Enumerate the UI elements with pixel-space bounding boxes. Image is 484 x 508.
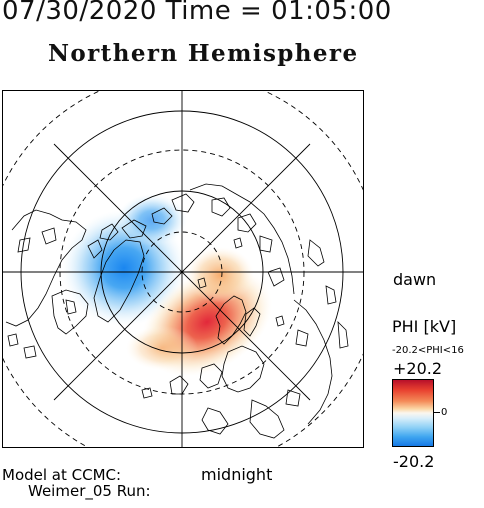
potential-positive-cell — [126, 247, 273, 377]
midnight-label: midnight — [201, 465, 273, 484]
coastlines — [5, 183, 349, 439]
potential-negative-cell — [62, 194, 187, 326]
legend-range: -20.2<PHI<16 — [392, 345, 464, 356]
polar-potential-map — [2, 90, 364, 448]
map-border — [2, 90, 364, 448]
legend-colorbar-tick — [434, 412, 440, 413]
hemisphere-title: Northern Hemisphere — [48, 40, 359, 67]
dawn-label: dawn — [393, 270, 437, 289]
meridian-lines — [2, 90, 364, 448]
legend-title: PHI [kV] — [392, 317, 457, 336]
legend-mid-label: 0 — [441, 407, 448, 418]
datetime-title: 07/30/2020 Time = 01:05:00 — [2, 0, 392, 26]
legend-max-label: +20.2 — [393, 359, 443, 378]
model-label: Model at CCMC: — [2, 466, 122, 484]
legend-min-label: -20.2 — [393, 452, 435, 471]
run-label: Weimer_05 Run: — [28, 482, 151, 500]
legend-colorbar — [392, 379, 434, 447]
